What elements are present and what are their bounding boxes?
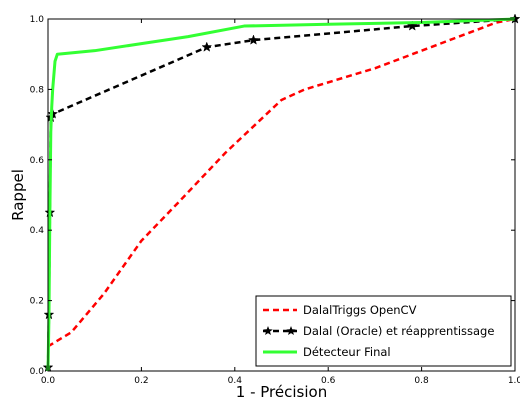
series-2-point [248, 34, 259, 45]
x-tick-label: 1.0 [508, 376, 520, 386]
y-tick-label: 0.2 [30, 297, 44, 307]
y-tick-label: 0.4 [30, 226, 45, 236]
y-tick-label: 1.0 [30, 15, 45, 25]
legend-entries: DalalTriggs OpenCV Dalal (Oracle) et réap… [263, 303, 494, 359]
y-tick-label: 0.0 [30, 367, 45, 377]
x-tick-label: 0.8 [414, 376, 429, 386]
y-axis-label: Rappel [9, 169, 27, 221]
y-tick-label: 0.8 [30, 85, 45, 95]
y-tick-label: 0.6 [30, 156, 45, 166]
plot-frame [47, 18, 516, 372]
legend-label-1: DalalTriggs OpenCV [303, 303, 417, 317]
legend-marker-2 [263, 326, 273, 336]
series-line-1 [47, 17, 516, 348]
series-line-3 [46, 17, 516, 372]
x-tick-label: 0.0 [41, 376, 56, 386]
x-tick-label: 0.2 [134, 376, 148, 386]
x-tick-label: 0.4 [228, 376, 243, 386]
tick-layer: 0.0 0.2 0.4 0.6 0.8 1.0 0.0 0.2 0.4 0.6 0.8 1.0 [30, 15, 520, 386]
legend-label-2: Dalal (Oracle) et réapprentissage [303, 324, 494, 338]
x-axis-label: 1 - Précision [236, 383, 327, 401]
legend-label-3: Détecteur Final [303, 345, 391, 359]
series-layer [42, 13, 520, 373]
x-tick-label: 0.6 [321, 376, 336, 386]
legend-marker-2 [286, 326, 296, 336]
legend: DalalTriggs OpenCV Dalal (Oracle) et réap… [255, 295, 512, 367]
series-2-point [406, 20, 418, 31]
series-2-point [201, 41, 213, 52]
legend-box [255, 295, 512, 367]
